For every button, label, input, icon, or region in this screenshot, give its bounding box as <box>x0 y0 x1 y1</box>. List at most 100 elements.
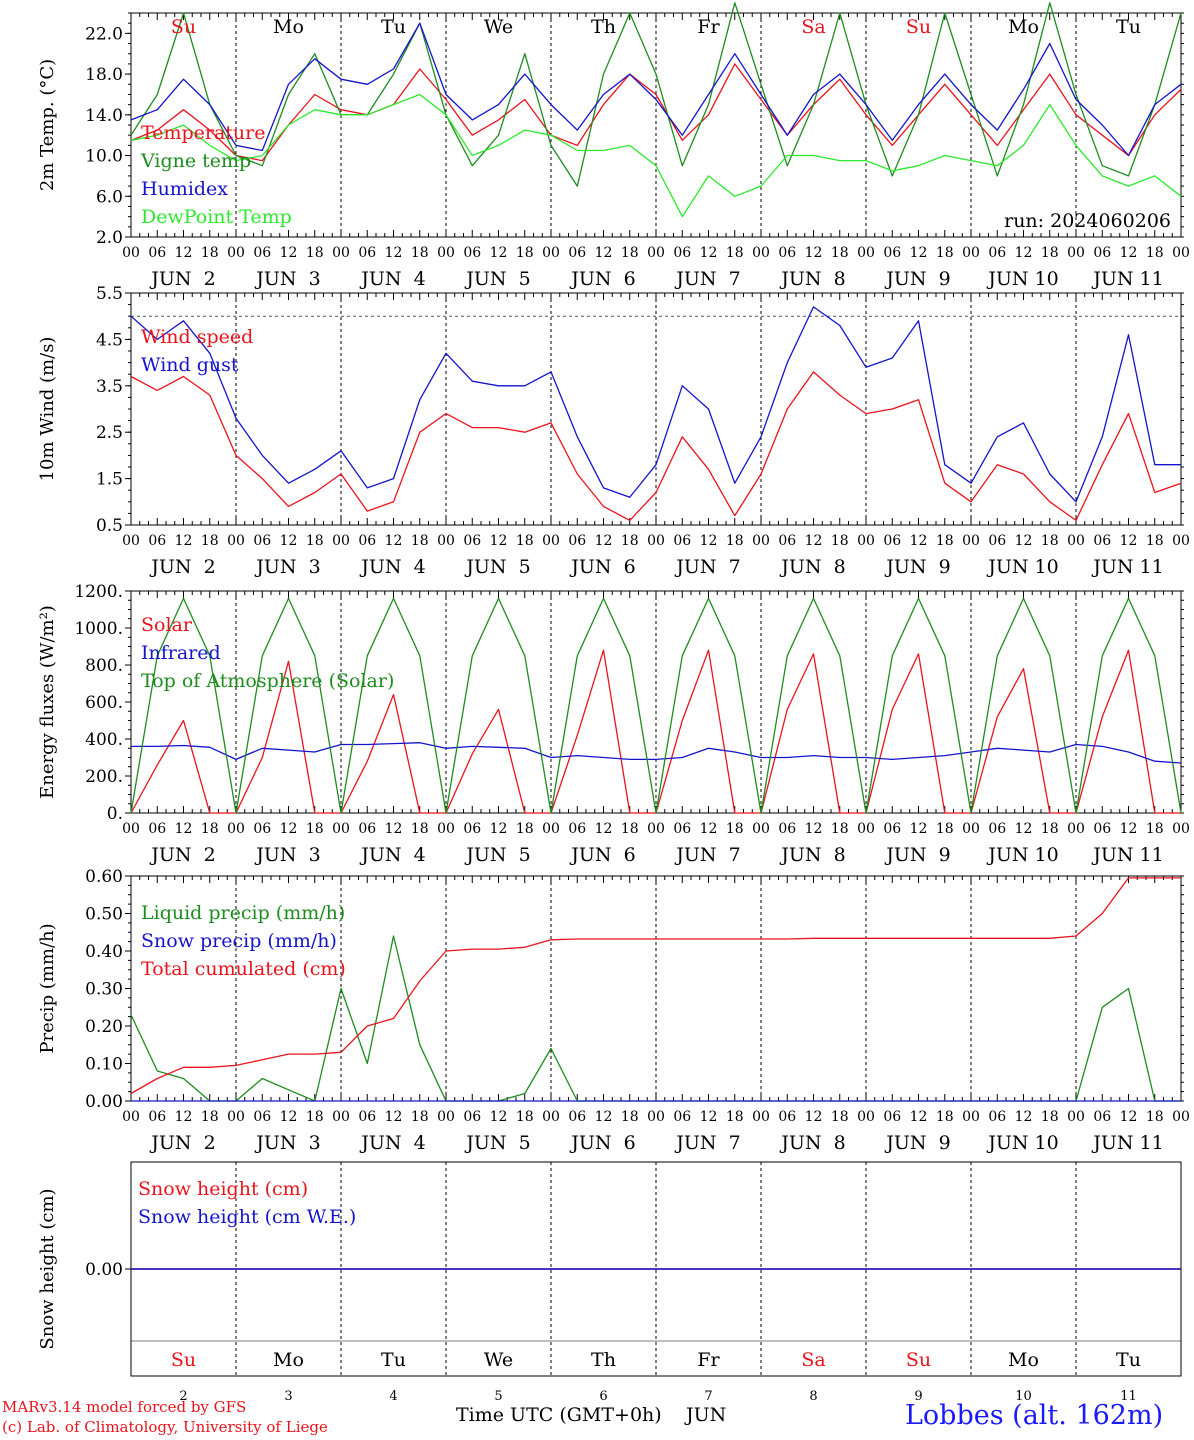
date-label: JUN 4 <box>359 1132 425 1154</box>
hour-label: 18 <box>516 821 534 837</box>
hour-label: 00 <box>122 821 140 837</box>
date-label: JUN 2 <box>149 268 215 290</box>
hour-label: 00 <box>542 1109 560 1125</box>
hour-label: 12 <box>805 821 823 837</box>
hour-label: 18 <box>411 533 429 549</box>
hour-label: 12 <box>1015 245 1033 261</box>
date-label: JUN 9 <box>884 844 950 866</box>
y-axis-label: Snow height (cm) <box>37 1188 58 1349</box>
day-name: Th <box>591 16 616 38</box>
y-axis-label: Energy fluxes (W/m²) <box>37 605 58 799</box>
y-axis-label: 10m Wind (m/s) <box>37 337 58 482</box>
hour-label: 12 <box>175 245 193 261</box>
y-tick-label: 0.10 <box>85 1055 123 1075</box>
hour-label: 00 <box>752 821 770 837</box>
hour-label: 18 <box>1146 245 1164 261</box>
hour-label: 00 <box>227 821 245 837</box>
hour-label: 12 <box>1120 245 1138 261</box>
y-tick-label: 10.0 <box>85 147 123 167</box>
hour-label: 18 <box>831 821 849 837</box>
y-tick-label: 600. <box>85 693 123 713</box>
hour-label: 18 <box>621 821 639 837</box>
date-label: JUN 5 <box>464 268 530 290</box>
hour-label: 12 <box>1015 821 1033 837</box>
hour-label: 18 <box>516 245 534 261</box>
hour-label: 12 <box>280 245 298 261</box>
hour-label: 06 <box>673 245 691 261</box>
hour-label: 00 <box>437 245 455 261</box>
date-label: JUN 6 <box>569 844 635 866</box>
date-label: JUN 11 <box>1091 268 1163 290</box>
day-number: 2 <box>179 1389 187 1404</box>
hour-label: 06 <box>883 821 901 837</box>
date-label: JUN 6 <box>569 1132 635 1154</box>
hour-label: 18 <box>306 533 324 549</box>
hour-label: 06 <box>988 245 1006 261</box>
hour-label: 18 <box>201 533 219 549</box>
hour-label: 12 <box>910 533 928 549</box>
hour-label: 06 <box>463 245 481 261</box>
series-line-wind-0 <box>130 371 1182 522</box>
hour-label: 00 <box>122 245 140 261</box>
hour-label: 18 <box>1146 533 1164 549</box>
date-label: JUN 3 <box>254 1132 320 1154</box>
hour-label: 06 <box>778 1109 796 1125</box>
date-label: JUN 11 <box>1091 1132 1163 1154</box>
hour-label: 12 <box>385 533 403 549</box>
date-label: JUN 3 <box>254 556 320 578</box>
copyright-credit: (c) Lab. of Climatology, University of L… <box>2 1418 328 1436</box>
hour-label: 18 <box>726 1109 744 1125</box>
series-line-temp-2 <box>130 22 1182 157</box>
hour-label: 12 <box>280 821 298 837</box>
hour-label: 18 <box>621 533 639 549</box>
y-tick-label: 0.5 <box>96 516 123 536</box>
hour-label: 12 <box>910 245 928 261</box>
date-label: JUN 2 <box>149 556 215 578</box>
legend-entry: Wind gust <box>141 354 239 376</box>
y-tick-label: 3.5 <box>96 377 123 397</box>
y-tick-label: 0.00 <box>85 1092 123 1112</box>
hour-label: 00 <box>1172 1109 1190 1125</box>
hour-label: 00 <box>122 1109 140 1125</box>
model-credit: MARv3.14 model forced by GFS <box>2 1398 247 1416</box>
legend-entry: Top of Atmosphere (Solar) <box>141 670 394 692</box>
y-tick-label: 14.0 <box>85 106 123 126</box>
hour-label: 12 <box>805 1109 823 1125</box>
hour-label: 06 <box>463 821 481 837</box>
hour-label: 18 <box>411 821 429 837</box>
hour-label: 12 <box>910 821 928 837</box>
hour-label: 18 <box>201 821 219 837</box>
date-label: JUN 10 <box>986 1132 1058 1154</box>
hour-label: 12 <box>175 533 193 549</box>
date-label: JUN 10 <box>986 556 1058 578</box>
date-label: JUN 3 <box>254 844 320 866</box>
hour-label: 12 <box>1120 821 1138 837</box>
day-name: Tu <box>381 16 406 38</box>
hour-label: 06 <box>673 1109 691 1125</box>
y-axis-label: Precip (mm/h) <box>37 923 58 1053</box>
hour-label: 06 <box>463 533 481 549</box>
hour-label: 18 <box>1146 821 1164 837</box>
legend-entry: Infrared <box>141 642 221 664</box>
legend-entry: Temperature <box>141 122 265 144</box>
hour-label: 18 <box>936 1109 954 1125</box>
hour-label: 06 <box>568 1109 586 1125</box>
hour-label: 12 <box>1120 1109 1138 1125</box>
hour-label: 06 <box>778 821 796 837</box>
y-tick-label: 18.0 <box>85 65 123 85</box>
hour-label: 18 <box>936 821 954 837</box>
hour-label: 00 <box>542 245 560 261</box>
date-label: JUN 9 <box>884 1132 950 1154</box>
hour-label: 00 <box>227 245 245 261</box>
hour-label: 00 <box>437 821 455 837</box>
hour-label: 12 <box>805 245 823 261</box>
hour-label: 06 <box>673 533 691 549</box>
day-number: 5 <box>494 1389 502 1404</box>
hour-label: 00 <box>962 821 980 837</box>
day-name: Su <box>906 1349 931 1371</box>
hour-label: 00 <box>437 533 455 549</box>
day-name: Tu <box>1116 16 1141 38</box>
hour-label: 12 <box>595 245 613 261</box>
date-label: JUN 7 <box>674 844 740 866</box>
y-tick-label: 0. <box>107 804 123 824</box>
